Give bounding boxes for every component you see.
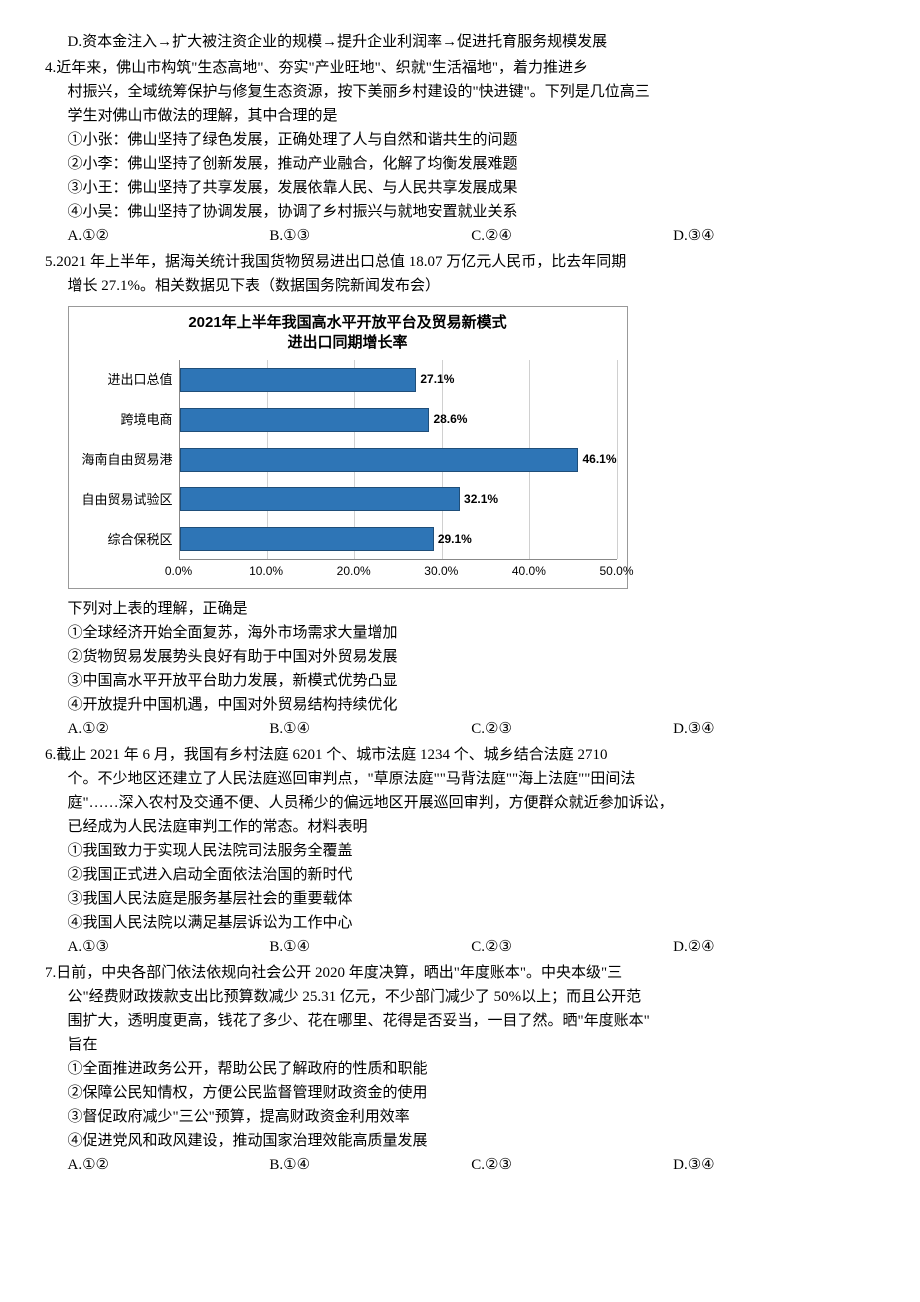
q7-opt-b: B.①④ xyxy=(269,1153,471,1177)
q6: 6.截止 2021 年 6 月，我国有乡村法庭 6201 个、城市法庭 1234… xyxy=(45,743,875,959)
q7-options: A.①② B.①④ C.②③ D.③④ xyxy=(45,1153,875,1177)
q5-sub1: ①全球经济开始全面复苏，海外市场需求大量增加 xyxy=(45,621,875,645)
bar-row: 46.1% xyxy=(180,448,617,472)
q7-sub1: ①全面推进政务公开，帮助公民了解政府的性质和职能 xyxy=(45,1057,875,1081)
q7-stem-line1: 7.日前，中央各部门依法依规向社会公开 2020 年度决算，晒出"年度账本"。中… xyxy=(45,961,875,985)
q7-opt-c: C.②③ xyxy=(471,1153,673,1177)
bar-row: 27.1% xyxy=(180,368,617,392)
x-tick-label: 10.0% xyxy=(249,562,283,581)
ylabel-3: 自由贸易试验区 xyxy=(79,490,173,511)
q5-opt-d: D.③④ xyxy=(673,717,875,741)
q4-opt-a: A.①② xyxy=(68,224,270,248)
x-tick-label: 30.0% xyxy=(424,562,458,581)
x-tick-label: 0.0% xyxy=(165,562,192,581)
q4-sub3: ③小王：佛山坚持了共享发展，发展依靠人民、与人民共享发展成果 xyxy=(45,176,875,200)
ylabel-1: 跨境电商 xyxy=(79,410,173,431)
q5-opt-b: B.①④ xyxy=(269,717,471,741)
q6-sub3: ③我国人民法庭是服务基层社会的重要载体 xyxy=(45,887,875,911)
bar-value-label: 28.6% xyxy=(433,410,467,429)
bar xyxy=(180,368,417,392)
q4-sub2: ②小李：佛山坚持了创新发展，推动产业融合，化解了均衡发展难题 xyxy=(45,152,875,176)
bars-area: 27.1% 28.6% 46.1% 32.1% 29.1% xyxy=(179,360,617,560)
q4-sub4: ④小吴：佛山坚持了协调发展，协调了乡村振兴与就地安置就业关系 xyxy=(45,200,875,224)
q4-opt-b: B.①③ xyxy=(269,224,471,248)
chart-title: 2021年上半年我国高水平开放平台及贸易新模式 进出口同期增长率 xyxy=(79,313,617,352)
q7-stem-line2: 公"经费财政拨款支出比预算数减少 25.31 亿元，不少部门减少了 50%以上；… xyxy=(45,985,875,1009)
bar xyxy=(180,448,579,472)
chart-title-line1: 2021年上半年我国高水平开放平台及贸易新模式 xyxy=(79,313,617,333)
x-tick-label: 50.0% xyxy=(599,562,633,581)
bar-row: 29.1% xyxy=(180,527,617,551)
q6-stem-line4: 已经成为人民法庭审判工作的常态。材料表明 xyxy=(45,815,875,839)
q6-opt-b: B.①④ xyxy=(269,935,471,959)
q4: 4.近年来，佛山市构筑"生态高地"、夯实"产业旺地"、织就"生活福地"，着力推进… xyxy=(45,56,875,248)
q5-stem-line1: 5.2021 年上半年，据海关统计我国货物贸易进出口总值 18.07 万亿元人民… xyxy=(45,250,875,274)
chart-title-line2: 进出口同期增长率 xyxy=(79,333,617,353)
q5-opt-c: C.②③ xyxy=(471,717,673,741)
ylabel-0: 进出口总值 xyxy=(79,370,173,391)
bar xyxy=(180,487,461,511)
q6-options: A.①③ B.①④ C.②③ D.②④ xyxy=(45,935,875,959)
growth-chart: 2021年上半年我国高水平开放平台及贸易新模式 进出口同期增长率 进出口总值 跨… xyxy=(68,306,628,589)
ylabel-2: 海南自由贸易港 xyxy=(79,450,173,471)
q6-stem-line2: 个。不少地区还建立了人民法庭巡回审判点，"草原法庭""马背法庭""海上法庭""田… xyxy=(45,767,875,791)
q5-post: 下列对上表的理解，正确是 xyxy=(45,597,875,621)
q6-sub4: ④我国人民法院以满足基层诉讼为工作中心 xyxy=(45,911,875,935)
y-axis-labels: 进出口总值 跨境电商 海南自由贸易港 自由贸易试验区 综合保税区 xyxy=(79,360,179,560)
q5-sub4: ④开放提升中国机遇，中国对外贸易结构持续优化 xyxy=(45,693,875,717)
x-axis: 0.0%10.0%20.0%30.0%40.0%50.0% xyxy=(179,560,617,578)
q6-sub2: ②我国正式进入启动全面依法治国的新时代 xyxy=(45,863,875,887)
q4-options: A.①② B.①③ C.②④ D.③④ xyxy=(45,224,875,248)
x-tick-label: 20.0% xyxy=(337,562,371,581)
q5-sub2: ②货物贸易发展势头良好有助于中国对外贸易发展 xyxy=(45,645,875,669)
chart-body: 进出口总值 跨境电商 海南自由贸易港 自由贸易试验区 综合保税区 27.1% 28… xyxy=(79,360,617,560)
bar-value-label: 32.1% xyxy=(464,490,498,509)
bar-value-label: 46.1% xyxy=(582,450,616,469)
q7-opt-d: D.③④ xyxy=(673,1153,875,1177)
ylabel-4: 综合保税区 xyxy=(79,530,173,551)
q7-sub2: ②保障公民知情权，方便公民监督管理财政资金的使用 xyxy=(45,1081,875,1105)
q7-opt-a: A.①② xyxy=(68,1153,270,1177)
q6-sub1: ①我国致力于实现人民法院司法服务全覆盖 xyxy=(45,839,875,863)
bar-row: 28.6% xyxy=(180,408,617,432)
q7-stem-line3: 围扩大，透明度更高，钱花了多少、花在哪里、花得是否妥当，一目了然。晒"年度账本" xyxy=(45,1009,875,1033)
q5-opt-a: A.①② xyxy=(68,717,270,741)
q7-sub4: ④促进党风和政风建设，推动国家治理效能高质量发展 xyxy=(45,1129,875,1153)
q6-opt-d: D.②④ xyxy=(673,935,875,959)
bar-value-label: 29.1% xyxy=(438,530,472,549)
bar-row: 32.1% xyxy=(180,487,617,511)
q6-stem-line3: 庭"……深入农村及交通不便、人员稀少的偏远地区开展巡回审判，方便群众就近参加诉讼… xyxy=(45,791,875,815)
bar xyxy=(180,408,430,432)
bar xyxy=(180,527,434,551)
q4-opt-c: C.②④ xyxy=(471,224,673,248)
q5: 5.2021 年上半年，据海关统计我国货物贸易进出口总值 18.07 万亿元人民… xyxy=(45,250,875,741)
q5-sub3: ③中国高水平开放平台助力发展，新模式优势凸显 xyxy=(45,669,875,693)
q4-stem-line3: 学生对佛山市做法的理解，其中合理的是 xyxy=(45,104,875,128)
q4-stem-line1: 4.近年来，佛山市构筑"生态高地"、夯实"产业旺地"、织就"生活福地"，着力推进… xyxy=(45,56,875,80)
q6-opt-c: C.②③ xyxy=(471,935,673,959)
q5-options: A.①② B.①④ C.②③ D.③④ xyxy=(45,717,875,741)
q7-stem-line4: 旨在 xyxy=(45,1033,875,1057)
q7: 7.日前，中央各部门依法依规向社会公开 2020 年度决算，晒出"年度账本"。中… xyxy=(45,961,875,1177)
q4-opt-d: D.③④ xyxy=(673,224,875,248)
q6-stem-line1: 6.截止 2021 年 6 月，我国有乡村法庭 6201 个、城市法庭 1234… xyxy=(45,743,875,767)
q3-option-d: D.资本金注入→扩大被注资企业的规模→提升企业利润率→促进托育服务规模发展 xyxy=(45,30,875,54)
q7-sub3: ③督促政府减少"三公"预算，提高财政资金利用效率 xyxy=(45,1105,875,1129)
q4-stem-line2: 村振兴，全域统筹保护与修复生态资源，按下美丽乡村建设的"快进键"。下列是几位高三 xyxy=(45,80,875,104)
x-tick-label: 40.0% xyxy=(512,562,546,581)
q4-sub1: ①小张：佛山坚持了绿色发展，正确处理了人与自然和谐共生的问题 xyxy=(45,128,875,152)
q6-opt-a: A.①③ xyxy=(68,935,270,959)
bar-value-label: 27.1% xyxy=(420,370,454,389)
q5-stem-line2: 增长 27.1%。相关数据见下表（数据国务院新闻发布会） xyxy=(45,274,875,298)
